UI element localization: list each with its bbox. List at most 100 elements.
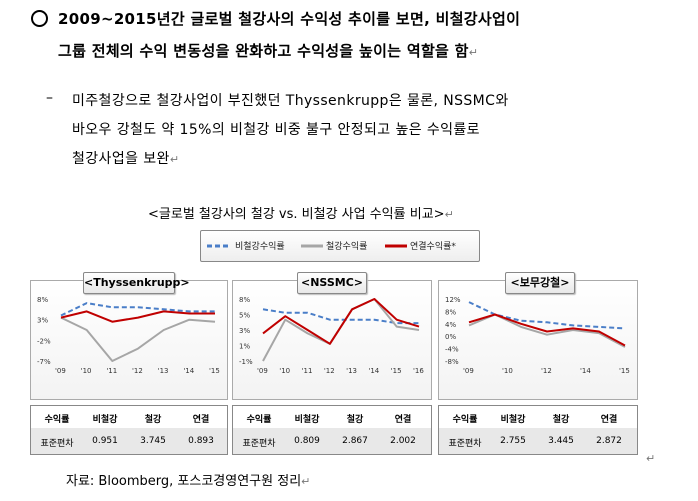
y-tick-label: 8% [239, 296, 250, 304]
chart-thyssenkrupp: 8% 3% -2% -7% '09 '10 '11 '12 '13 '14 '15 [37, 296, 220, 375]
x-tick-label: '11 [302, 367, 313, 375]
x-tick-label: '15 [209, 367, 220, 375]
y-tick-label: 3% [37, 317, 48, 325]
stat-header-cell: 철강 [552, 415, 570, 425]
paragraph-mark-icon: ↵ [301, 475, 311, 488]
x-tick-label: '09 [55, 367, 66, 375]
chart-legend: 비철강수익률 철강수익률 연결수익률* [200, 230, 480, 262]
x-tick-label: '13 [158, 367, 169, 375]
stat-value-cell: 2.002 [390, 436, 416, 446]
y-tick-label: -7% [37, 358, 51, 366]
sub-bullet-dash: – [46, 90, 54, 106]
x-tick-label: '11 [106, 367, 117, 375]
stat-row-label: 표준편차 [242, 439, 276, 449]
bullet-circle-icon [31, 10, 48, 27]
chart-panel-nssmc: 8% 5% 3% 1% -1% '09 '10 '11 '12 '13 '14 '15 '16 [232, 280, 432, 400]
figure-caption: <글로벌 철강사의 철강 vs. 비철강 사업 수익률 비교>↵ [148, 207, 454, 222]
x-tick-label: '12 [132, 367, 143, 375]
x-tick-label: '10 [502, 367, 513, 375]
stat-table-row: 표준편차 0.809 2.867 2.002 [233, 428, 431, 454]
chart-nssmc: 8% 5% 3% 1% -1% '09 '10 '11 '12 '13 '14 '15 '16 [239, 296, 424, 375]
sub-bullet-line-2: 바오우 강철도 약 15%의 비철강 비중 불구 안정되고 높은 수익률로 [72, 122, 480, 138]
stat-header-cell: 연결 [600, 415, 618, 425]
x-tick-label: '12 [324, 367, 335, 375]
x-tick-label: '10 [279, 367, 290, 375]
stat-header-cell: 수익률 [246, 415, 272, 425]
stat-table-baowu: 수익률 비철강 철강 연결 표준편차 2.755 3.445 2.872 [438, 405, 638, 455]
chart-title-nssmc: <NSSMC> [297, 272, 367, 294]
y-tick-label: 1% [239, 343, 250, 351]
stat-table-thyssenkrupp: 수익률 비철강 철강 연결 표준편차 0.951 3.745 0.893 [30, 405, 228, 455]
paragraph-mark-icon: ↵ [468, 46, 479, 59]
x-tick-label: '12 [541, 367, 552, 375]
x-tick-label: '15 [391, 367, 402, 375]
stat-row-label: 표준편차 [40, 439, 74, 449]
stat-header-cell: 비철강 [294, 415, 320, 425]
stat-header-cell: 철강 [144, 415, 162, 425]
stat-header-cell: 비철강 [92, 415, 118, 425]
sub-bullet-line-3: 철강사업을 보완↵ [72, 151, 180, 167]
y-tick-label: 12% [445, 296, 461, 304]
y-tick-label: -2% [37, 337, 51, 345]
series-line-consolidated [262, 298, 420, 345]
stat-header-cell: 연결 [394, 415, 412, 425]
stat-value-cell: 0.809 [294, 436, 320, 446]
stat-row-label: 표준편차 [448, 439, 482, 449]
x-tick-label: '14 [368, 367, 379, 375]
stat-table-row: 표준편차 2.755 3.445 2.872 [439, 428, 637, 454]
y-tick-label: 3% [239, 327, 250, 335]
legend-swatch-steel [301, 244, 323, 248]
x-tick-label: '13 [346, 367, 357, 375]
stat-table-header-row: 수익률 비철강 철강 연결 [31, 406, 227, 429]
main-bullet-line-1: 2009~2015년간 글로벌 철강사의 수익성 추이를 보면, 비철강사업이 [58, 10, 521, 28]
stat-value-cell: 2.755 [500, 436, 526, 446]
stat-header-cell: 철강 [346, 415, 364, 425]
x-tick-label: '16 [413, 367, 424, 375]
stat-value-cell: 0.951 [92, 436, 118, 446]
stat-table-header-row: 수익률 비철강 철강 연결 [233, 406, 431, 429]
stat-table-row: 표준편차 0.951 3.745 0.893 [31, 428, 227, 454]
stat-value-cell: 3.745 [140, 436, 166, 446]
stat-value-cell: 2.867 [342, 436, 368, 446]
y-tick-label: -1% [239, 358, 253, 366]
x-tick-label: '09 [257, 367, 268, 375]
y-tick-label: -4% [445, 346, 459, 354]
x-tick-label: '14 [580, 367, 591, 375]
series-line-steel [262, 298, 420, 362]
x-tick-label: '09 [463, 367, 474, 375]
x-tick-label: '15 [619, 367, 630, 375]
stat-header-cell: 수익률 [44, 415, 70, 425]
chart-baowu: 12% 8% 4% 0% -4% -8% '09 '10 '12 '14 '15 [445, 296, 630, 375]
chart-title-thyssenkrupp: <Thyssenkrupp> [83, 272, 190, 294]
stat-header-cell: 수익률 [452, 415, 478, 425]
stat-value-cell: 2.872 [596, 436, 622, 446]
y-tick-label: 0% [445, 333, 456, 341]
y-tick-label: -8% [445, 358, 459, 366]
main-bullet-line-2: 그룹 전체의 수익 변동성을 완화하고 수익성을 높이는 역할을 함↵ [58, 42, 479, 60]
y-tick-label: 4% [445, 321, 456, 329]
chart-panel-thyssenkrupp: 8% 3% -2% -7% '09 '10 '11 '12 '13 '14 '15 [30, 280, 228, 400]
chart-title-baowu: <보무강철> [505, 272, 575, 294]
paragraph-mark-icon: ↵ [444, 208, 454, 221]
y-tick-label: 8% [445, 308, 456, 316]
chart-panel-baowu: 12% 8% 4% 0% -4% -8% '09 '10 '12 '14 '15 [438, 280, 638, 400]
paragraph-mark-icon: ↵ [169, 153, 180, 166]
legend-swatch-nonsteel [207, 244, 231, 248]
legend-swatch-consolidated [385, 244, 407, 248]
paragraph-mark-icon: ↵ [646, 452, 656, 465]
series-line-consolidated [468, 313, 626, 347]
x-tick-label: '14 [183, 367, 194, 375]
y-tick-label: 5% [239, 312, 250, 320]
series-line-consolidated [60, 310, 215, 323]
stat-value-cell: 3.445 [548, 436, 574, 446]
stat-header-cell: 연결 [192, 415, 210, 425]
stat-table-nssmc: 수익률 비철강 철강 연결 표준편차 0.809 2.867 2.002 [232, 405, 432, 455]
stat-value-cell: 0.893 [188, 436, 214, 446]
legend-label-nonsteel: 비철강수익률 [235, 242, 285, 252]
stat-header-cell: 비철강 [500, 415, 526, 425]
x-tick-label: '10 [81, 367, 92, 375]
series-line-nonsteel [60, 302, 215, 317]
y-tick-label: 8% [37, 296, 48, 304]
legend-label-steel: 철강수익률 [326, 242, 368, 252]
legend-label-consolidated: 연결수익률* [410, 242, 456, 252]
